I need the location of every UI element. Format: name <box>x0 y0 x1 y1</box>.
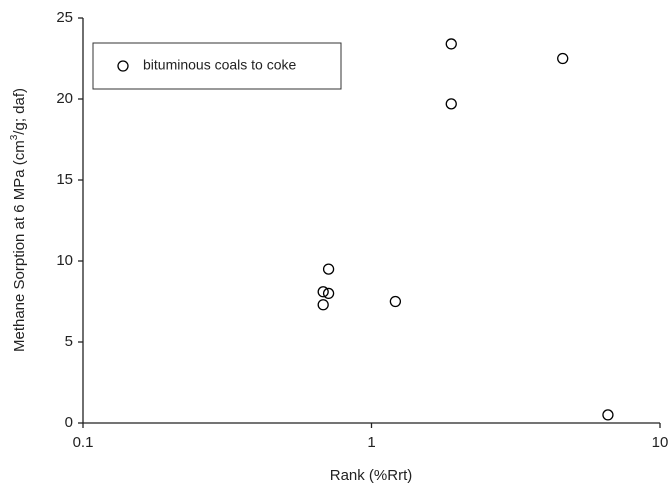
point <box>322 287 335 300</box>
legend-label: bituminous coals to coke <box>143 57 297 73</box>
y-axis-label-part: Methane Sorption at 6 MPa (cm <box>11 140 28 352</box>
point <box>317 286 329 298</box>
x-tick-label: 0.1 <box>73 434 94 451</box>
y-axis-label: Methane Sorption at 6 MPa (cm3/g; daf) <box>9 88 28 352</box>
point <box>602 409 614 421</box>
point <box>445 98 457 110</box>
legend-box <box>92 42 342 90</box>
point <box>322 263 335 275</box>
y-tick-label: 0 <box>65 414 73 431</box>
point <box>445 38 457 50</box>
point <box>389 295 402 308</box>
point <box>557 52 569 65</box>
y-tick-label: 5 <box>65 333 73 350</box>
legend-marker <box>117 60 129 72</box>
y-tick-label: 20 <box>56 90 73 107</box>
y-tick-label: 15 <box>56 171 73 188</box>
y-tick-label: 10 <box>56 252 73 269</box>
x-tick-label: 10 <box>652 434 669 451</box>
point <box>317 299 329 311</box>
x-axis-label: Rank (%Rrt) <box>330 467 413 484</box>
y-axis-label-part: /g; daf) <box>11 88 28 135</box>
x-tick-label: 1 <box>367 434 375 451</box>
y-tick-label: 25 <box>56 9 73 26</box>
y-axis-label-sup: 3 <box>9 134 20 140</box>
